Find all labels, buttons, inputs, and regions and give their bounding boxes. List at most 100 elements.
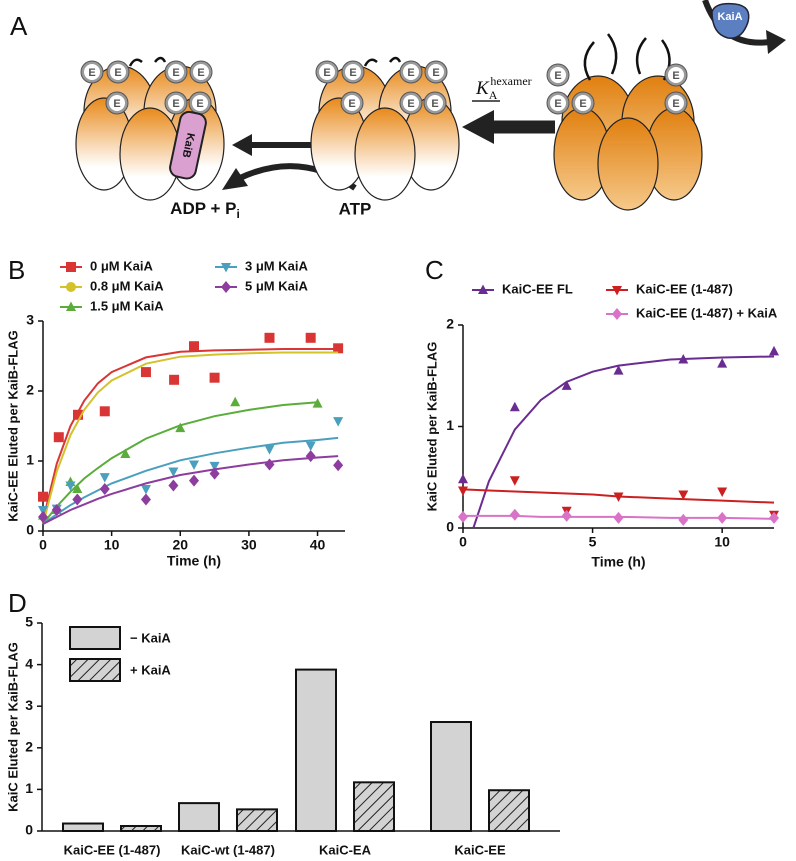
marker <box>509 401 520 412</box>
e-badge-inner <box>345 64 361 80</box>
k-sub: A <box>489 88 498 102</box>
e-label: E <box>113 98 120 110</box>
x-tick-label: 10 <box>104 537 120 553</box>
e-label: E <box>432 67 439 79</box>
y-tick-label: 3 <box>26 312 34 328</box>
x-tick-label: 20 <box>172 537 188 553</box>
marker <box>678 513 689 526</box>
tail <box>635 37 647 75</box>
marker <box>613 365 624 375</box>
fit-line <box>472 355 775 529</box>
marker <box>717 511 728 524</box>
e-label: E <box>114 67 121 79</box>
e-badge-inner <box>403 64 419 80</box>
e-badge-inner <box>668 95 684 111</box>
legend-marker <box>221 263 231 273</box>
marker <box>120 448 131 458</box>
marker <box>333 417 344 427</box>
x-tick-label: KaiC-wt (1-487) <box>181 842 275 857</box>
fit-line <box>42 401 318 525</box>
y-axis-label: KaiC-EE Eluted per KaiB-FLAG <box>5 330 20 521</box>
marker <box>72 483 83 493</box>
marker <box>264 332 275 343</box>
bar <box>488 789 530 832</box>
subunit <box>354 107 416 201</box>
bar <box>120 825 162 832</box>
y-tick-label: 0 <box>26 522 34 538</box>
e-badge-inner <box>110 64 126 80</box>
e-badge-inner <box>168 95 184 111</box>
x-tick-label: 5 <box>589 534 597 550</box>
marker <box>99 473 110 483</box>
kaib-label: KaiB <box>180 132 197 159</box>
marker <box>72 493 83 506</box>
y-tick-label: 5 <box>25 614 33 630</box>
marker <box>189 460 199 470</box>
marker <box>305 441 316 452</box>
legend-label: 1.5 μM KaiA <box>90 298 164 313</box>
y-tick-label: 2 <box>26 382 34 398</box>
arrowhead <box>222 168 248 190</box>
fit-line <box>42 348 339 521</box>
legend-label: 0 μM KaiA <box>90 258 153 273</box>
k-sup: hexamer <box>490 74 531 88</box>
bar <box>236 808 278 832</box>
marker <box>613 492 624 503</box>
marker <box>769 345 779 356</box>
diagram: KaiA ADP + Pi ATP KAhexamer E EEE EE EE EEE E… <box>75 0 786 221</box>
marker <box>312 398 323 408</box>
e-label: E <box>349 67 356 79</box>
e-badge-inner <box>575 95 591 111</box>
marker <box>65 481 76 491</box>
x-tick-label: KaiC-EE <box>454 842 506 857</box>
kaib-shape <box>169 110 207 180</box>
y-tick-label: 2 <box>446 316 454 332</box>
legend-label: + KaiA <box>130 662 171 677</box>
tail <box>154 56 167 63</box>
legend-label: 5 μM KaiA <box>245 278 308 293</box>
marker <box>769 511 779 524</box>
hexamer: E E E E E E E <box>75 56 225 201</box>
fit-line <box>42 455 339 525</box>
e-label: E <box>196 98 203 110</box>
y-tick-label: 0 <box>25 822 33 838</box>
k-label: KAhexamer <box>475 74 532 102</box>
legend-marker <box>221 281 231 293</box>
e-label: E <box>672 70 679 82</box>
e-badge-inner <box>168 64 184 80</box>
marker <box>333 459 344 472</box>
legend-marker <box>66 301 76 311</box>
marker <box>99 483 110 495</box>
e-badge-inner <box>193 64 209 80</box>
e-badge-inner <box>550 67 566 83</box>
e-label: E <box>197 67 204 79</box>
marker <box>209 467 220 480</box>
marker <box>264 445 275 455</box>
y-tick-label: 3 <box>25 697 33 713</box>
fit-line <box>463 514 775 520</box>
marker <box>38 491 48 502</box>
marker <box>305 450 316 463</box>
panel-label: A <box>10 11 28 41</box>
subunit <box>597 117 659 211</box>
y-tick-label: 1 <box>25 780 33 796</box>
fit-line <box>42 436 339 525</box>
marker <box>99 406 110 417</box>
legend-marker <box>66 262 76 272</box>
marker <box>678 490 689 501</box>
y-tick-label: 1 <box>26 452 34 468</box>
marker <box>509 508 520 521</box>
y-tick-label: 1 <box>446 417 454 433</box>
x-axis-label: Time (h) <box>167 553 221 569</box>
marker <box>613 511 624 524</box>
marker <box>458 473 468 484</box>
adp-label: ADP + Pi <box>170 199 240 221</box>
tail <box>363 58 378 67</box>
e-label: E <box>672 98 679 110</box>
legend-label: 0.8 μM KaiA <box>90 278 164 293</box>
e-badge-inner <box>192 95 208 111</box>
legend-label: KaiC-EE (1-487) <box>636 281 733 296</box>
e-label: E <box>172 67 179 79</box>
panel-label: C <box>425 255 444 285</box>
